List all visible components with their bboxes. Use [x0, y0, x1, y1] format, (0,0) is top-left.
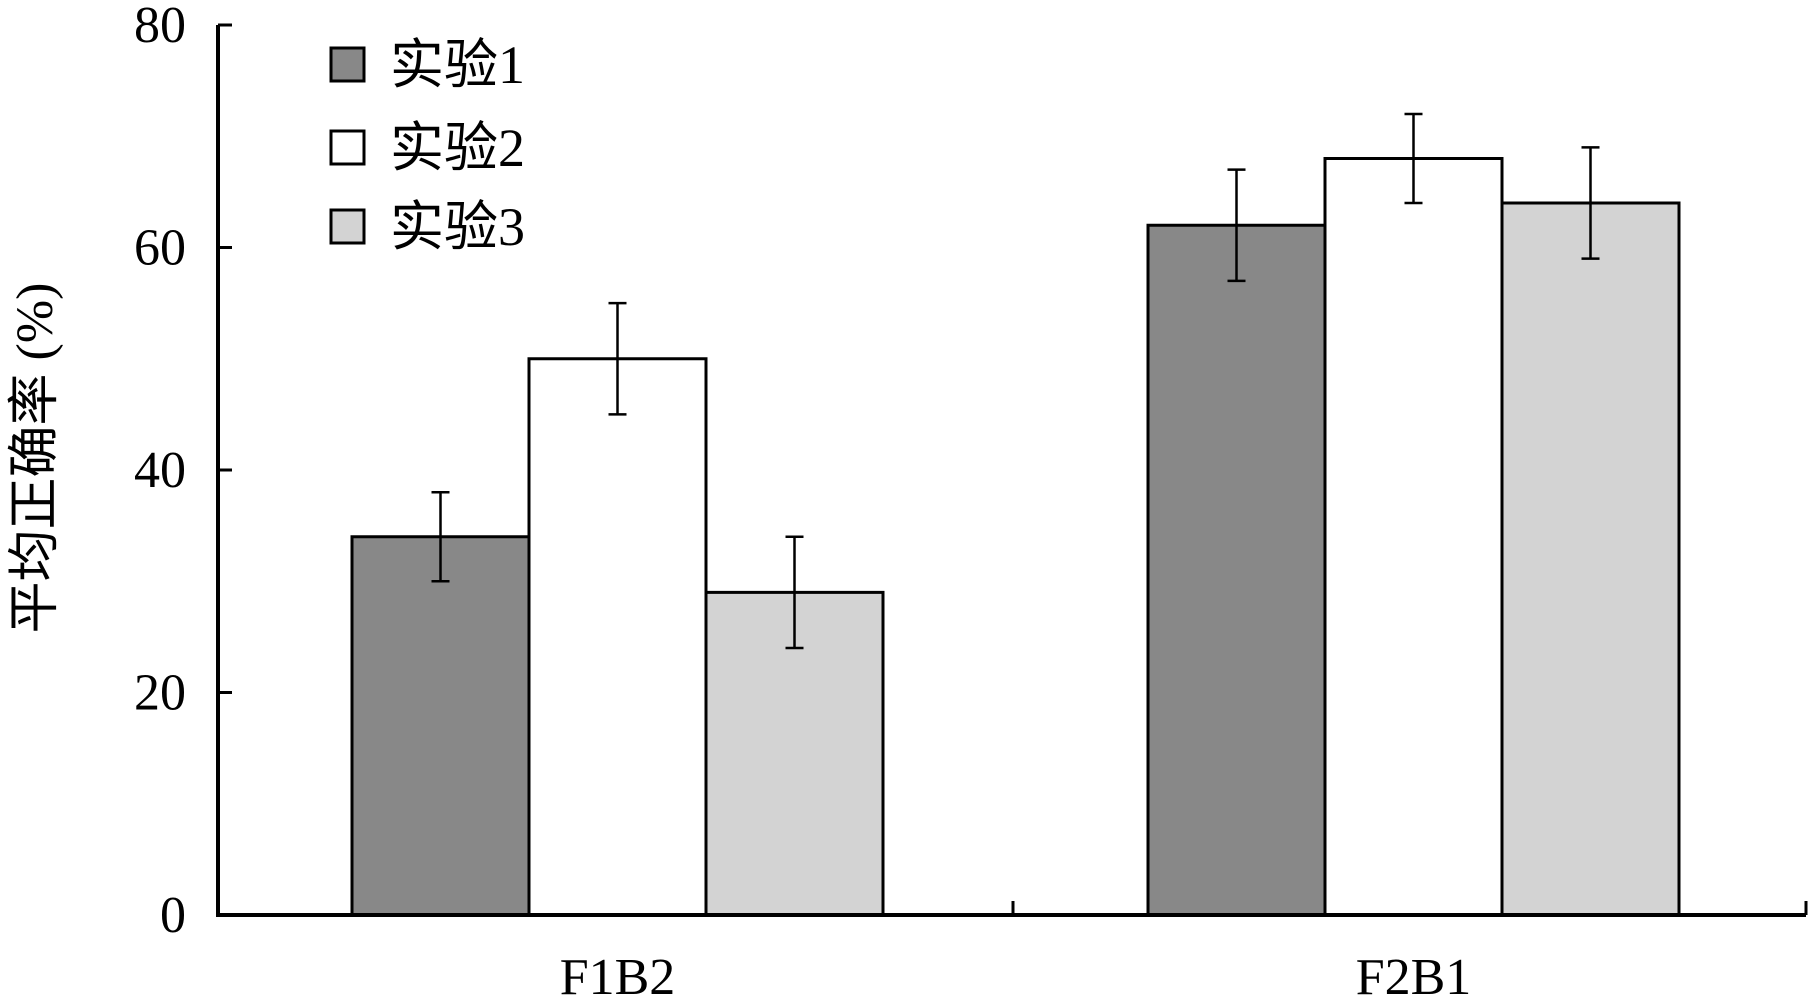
y-tick-label-60: 60 [134, 220, 186, 277]
category-labels: F1B2 F2B1 [560, 949, 1472, 996]
legend-swatch-1 [329, 46, 366, 83]
error-bars-layer [431, 112, 1600, 650]
legend-label-2: 实验2 [390, 118, 525, 178]
legend-item-2: 实验2 [329, 118, 525, 178]
error-bar-f2b1-series-1 [1227, 168, 1246, 283]
bar-f2b1-series-2 [1323, 157, 1504, 917]
error-bar-f1b2-series-3 [785, 535, 804, 650]
bar-f2b1-series-3 [1500, 201, 1681, 917]
bar-f2b1-series-1 [1146, 223, 1327, 917]
legend-item-1: 实验1 [329, 35, 525, 95]
bar-f1b2-series-2 [527, 357, 708, 917]
legend: 实验1 实验2 实验3 [329, 35, 525, 257]
legend-item-3: 实验3 [329, 197, 525, 257]
y-tick-label-0: 0 [160, 887, 186, 944]
y-tick-label-80: 80 [134, 0, 186, 54]
axes-layer [216, 23, 1808, 917]
legend-label-3: 实验3 [390, 197, 525, 257]
legend-swatch-2 [329, 129, 366, 166]
bars-layer [350, 157, 1681, 917]
y-tick-labels: 0 20 40 60 80 [134, 0, 186, 944]
error-bar-f1b2-series-1 [431, 491, 450, 583]
bar-f1b2-series-1 [350, 535, 531, 917]
legend-swatch-3 [329, 208, 366, 245]
category-label-f1b2: F1B2 [560, 949, 676, 996]
y-axis-title: 平均正确率 (%) [7, 283, 64, 634]
category-label-f2b1: F2B1 [1356, 949, 1472, 996]
error-bar-f2b1-series-3 [1581, 146, 1600, 260]
error-bar-f1b2-series-2 [608, 301, 627, 416]
legend-label-1: 实验1 [390, 35, 525, 95]
error-bar-f2b1-series-2 [1404, 112, 1423, 205]
y-tick-label-20: 20 [134, 665, 186, 722]
y-tick-label-40: 40 [134, 442, 186, 499]
